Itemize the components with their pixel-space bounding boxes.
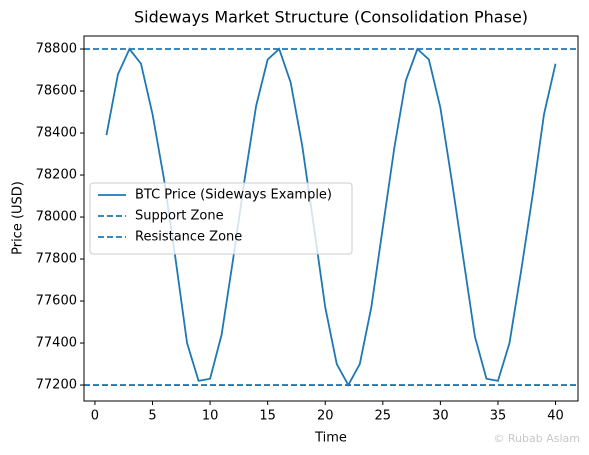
price-line bbox=[105, 47, 557, 387]
chart-title: Sideways Market Structure (Consolidation… bbox=[134, 8, 528, 27]
y-tick-label: 78800 bbox=[36, 42, 77, 57]
x-tick-label: 0 bbox=[91, 409, 99, 424]
y-tick-label: 77600 bbox=[36, 294, 77, 309]
y-tick-label: 78400 bbox=[36, 126, 77, 141]
legend-label: Support Zone bbox=[135, 209, 224, 224]
y-tick-label: 78600 bbox=[36, 84, 77, 99]
y-axis-label: Price (USD) bbox=[11, 181, 26, 255]
y-tick-label: 78200 bbox=[36, 168, 77, 183]
y-tick-label: 78000 bbox=[36, 210, 77, 225]
x-tick-label: 5 bbox=[148, 409, 156, 424]
plot-frame bbox=[83, 35, 579, 402]
x-axis-label: Time bbox=[314, 431, 347, 446]
x-tick-label: 35 bbox=[490, 409, 507, 424]
x-tick-label: 30 bbox=[432, 409, 449, 424]
x-tick-label: 40 bbox=[547, 409, 564, 424]
y-tick-label: 77800 bbox=[36, 252, 77, 267]
legend-label: BTC Price (Sideways Example) bbox=[135, 188, 332, 203]
y-tick-label: 77200 bbox=[36, 378, 77, 393]
x-tick-label: 20 bbox=[317, 409, 334, 424]
x-tick-label: 10 bbox=[202, 409, 219, 424]
y-tick-label: 77400 bbox=[36, 336, 77, 351]
watermark: © Rubab Aslam bbox=[493, 432, 580, 445]
x-tick-label: 15 bbox=[259, 409, 276, 424]
x-tick-label: 25 bbox=[375, 409, 392, 424]
legend-box bbox=[89, 182, 353, 255]
legend-label: Resistance Zone bbox=[135, 230, 242, 245]
